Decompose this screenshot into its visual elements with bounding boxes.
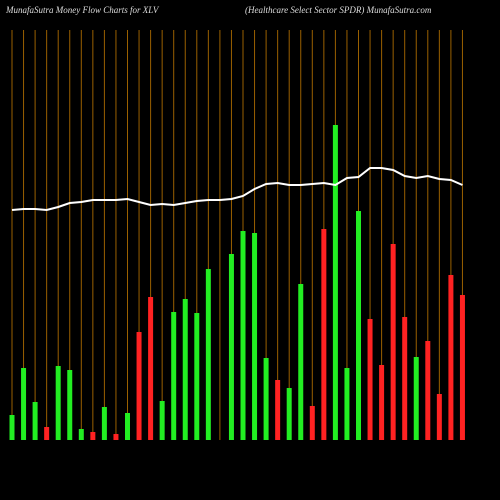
bar	[21, 368, 27, 440]
bar	[159, 401, 165, 440]
bar	[309, 406, 315, 440]
bar	[55, 366, 61, 440]
bar	[182, 299, 188, 440]
money-flow-line	[11, 167, 463, 212]
bar	[425, 341, 431, 440]
bar	[275, 380, 281, 440]
bar	[205, 269, 211, 440]
bar	[148, 297, 154, 440]
bar	[263, 358, 269, 440]
bar	[459, 295, 465, 440]
bar	[413, 357, 419, 440]
bar	[344, 368, 350, 440]
bar	[194, 313, 200, 440]
bar	[171, 312, 177, 440]
bar	[436, 394, 442, 440]
bar	[402, 317, 408, 440]
bar	[67, 370, 73, 440]
bar	[125, 413, 130, 440]
bar	[32, 402, 38, 440]
bar	[9, 415, 15, 440]
bar	[332, 125, 338, 440]
chart-subtitle: (Healthcare Select Sector SPDR) MunafaSu…	[245, 5, 432, 15]
bar	[78, 429, 84, 440]
bar	[379, 365, 385, 440]
bar	[298, 284, 304, 440]
bar	[286, 388, 292, 440]
bar	[448, 275, 454, 440]
bar	[367, 319, 373, 440]
bar	[390, 244, 396, 440]
chart-title: MunafaSutra Money Flow Charts for XLV	[5, 5, 160, 15]
bar	[252, 233, 258, 440]
bar	[356, 211, 361, 440]
bar	[44, 427, 50, 440]
bar	[136, 332, 142, 440]
bar	[228, 254, 234, 440]
bar	[113, 434, 119, 440]
bar	[321, 229, 327, 440]
bar	[90, 432, 96, 440]
bar	[101, 407, 107, 440]
bar	[240, 231, 246, 440]
